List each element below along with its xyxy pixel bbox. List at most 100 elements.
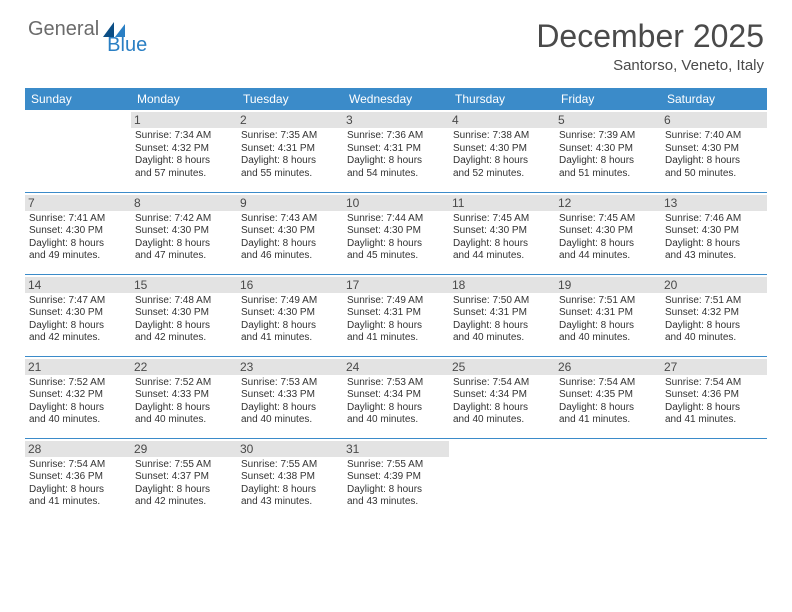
day-details: Sunrise: 7:38 AMSunset: 4:30 PMDaylight:… xyxy=(453,130,551,180)
day-number: 27 xyxy=(661,359,767,375)
day-details: Sunrise: 7:53 AMSunset: 4:33 PMDaylight:… xyxy=(241,377,339,427)
day-number: 15 xyxy=(131,277,237,293)
calendar-day-cell: 25Sunrise: 7:54 AMSunset: 4:34 PMDayligh… xyxy=(449,356,555,438)
brand-general: General xyxy=(28,18,99,41)
day-details: Sunrise: 7:49 AMSunset: 4:30 PMDaylight:… xyxy=(241,295,339,345)
day-details: Sunrise: 7:51 AMSunset: 4:32 PMDaylight:… xyxy=(665,295,763,345)
calendar-day-cell: 7 Sunrise: 7:41 AMSunset: 4:30 PMDaylight… xyxy=(25,192,131,274)
day-number: 1 xyxy=(131,112,237,128)
calendar-day-cell xyxy=(25,110,131,192)
day-number: 20 xyxy=(661,277,767,293)
day-number: 2 xyxy=(237,112,343,128)
day-number: 29 xyxy=(131,441,237,457)
calendar-week-row: 28 Sunrise: 7:54 AMSunset: 4:36 PMDayligh… xyxy=(25,438,767,520)
day-number: 30 xyxy=(237,441,343,457)
day-details: Sunrise: 7:52 AMSunset: 4:33 PMDaylight:… xyxy=(135,377,233,427)
calendar-day-cell: 28 Sunrise: 7:54 AMSunset: 4:36 PMDayligh… xyxy=(25,438,131,520)
calendar-day-cell: 31 Sunrise: 7:55 AMSunset: 4:39 PMDayligh… xyxy=(343,438,449,520)
day-details: Sunrise: 7:47 AMSunset: 4:30 PMDaylight:… xyxy=(29,295,127,345)
calendar-day-cell: 10 Sunrise: 7:44 AMSunset: 4:30 PMDayligh… xyxy=(343,192,449,274)
day-details: Sunrise: 7:42 AMSunset: 4:30 PMDaylight:… xyxy=(135,213,233,263)
weekday-header: Wednesday xyxy=(343,88,449,110)
day-number: 31 xyxy=(343,441,449,457)
day-number: 28 xyxy=(25,441,131,457)
day-number: 11 xyxy=(449,195,555,211)
calendar-day-cell: 17Sunrise: 7:49 AMSunset: 4:31 PMDayligh… xyxy=(343,274,449,356)
calendar-day-cell xyxy=(661,438,767,520)
calendar-day-cell: 23 Sunrise: 7:53 AMSunset: 4:33 PMDayligh… xyxy=(237,356,343,438)
day-number: 16 xyxy=(237,277,343,293)
day-number: 9 xyxy=(237,195,343,211)
day-details: Sunrise: 7:50 AMSunset: 4:31 PMDaylight:… xyxy=(453,295,551,345)
day-details: Sunrise: 7:44 AMSunset: 4:30 PMDaylight:… xyxy=(347,213,445,263)
day-number: 6 xyxy=(661,112,767,128)
day-number: 7 xyxy=(25,195,131,211)
day-number: 23 xyxy=(237,359,343,375)
title-block: December 2025 Santorso, Veneto, Italy xyxy=(536,18,764,74)
day-number: 3 xyxy=(343,112,449,128)
calendar-day-cell: 4 Sunrise: 7:38 AMSunset: 4:30 PMDaylight… xyxy=(449,110,555,192)
calendar-day-cell: 11Sunrise: 7:45 AMSunset: 4:30 PMDayligh… xyxy=(449,192,555,274)
calendar-day-cell: 1 Sunrise: 7:34 AMSunset: 4:32 PMDaylight… xyxy=(131,110,237,192)
day-details: Sunrise: 7:39 AMSunset: 4:30 PMDaylight:… xyxy=(559,130,657,180)
day-details: Sunrise: 7:34 AMSunset: 4:32 PMDaylight:… xyxy=(135,130,233,180)
day-details: Sunrise: 7:54 AMSunset: 4:36 PMDaylight:… xyxy=(665,377,763,427)
calendar-day-cell: 12 Sunrise: 7:45 AMSunset: 4:30 PMDayligh… xyxy=(555,192,661,274)
day-details: Sunrise: 7:54 AMSunset: 4:35 PMDaylight:… xyxy=(559,377,657,427)
calendar-table: SundayMondayTuesdayWednesdayThursdayFrid… xyxy=(25,88,767,520)
calendar-header-row: SundayMondayTuesdayWednesdayThursdayFrid… xyxy=(25,88,767,110)
day-number: 22 xyxy=(131,359,237,375)
day-number: 4 xyxy=(449,112,555,128)
day-details: Sunrise: 7:55 AMSunset: 4:37 PMDaylight:… xyxy=(135,459,233,509)
day-number: 14 xyxy=(25,277,131,293)
day-number: 13 xyxy=(661,195,767,211)
day-details: Sunrise: 7:43 AMSunset: 4:30 PMDaylight:… xyxy=(241,213,339,263)
calendar-day-cell: 22 Sunrise: 7:52 AMSunset: 4:33 PMDayligh… xyxy=(131,356,237,438)
calendar-day-cell: 9 Sunrise: 7:43 AMSunset: 4:30 PMDaylight… xyxy=(237,192,343,274)
calendar-day-cell: 5Sunrise: 7:39 AMSunset: 4:30 PMDaylight… xyxy=(555,110,661,192)
day-details: Sunrise: 7:45 AMSunset: 4:30 PMDaylight:… xyxy=(559,213,657,263)
brand-logo: General Blue xyxy=(28,18,147,41)
calendar-week-row: 7 Sunrise: 7:41 AMSunset: 4:30 PMDaylight… xyxy=(25,192,767,274)
calendar-day-cell: 18 Sunrise: 7:50 AMSunset: 4:31 PMDayligh… xyxy=(449,274,555,356)
day-details: Sunrise: 7:36 AMSunset: 4:31 PMDaylight:… xyxy=(347,130,445,180)
calendar-week-row: 21 Sunrise: 7:52 AMSunset: 4:32 PMDayligh… xyxy=(25,356,767,438)
calendar-day-cell: 30 Sunrise: 7:55 AMSunset: 4:38 PMDayligh… xyxy=(237,438,343,520)
weekday-header: Friday xyxy=(555,88,661,110)
day-number: 19 xyxy=(555,277,661,293)
location-subtitle: Santorso, Veneto, Italy xyxy=(536,57,764,74)
day-details: Sunrise: 7:40 AMSunset: 4:30 PMDaylight:… xyxy=(665,130,763,180)
calendar-day-cell: 26 Sunrise: 7:54 AMSunset: 4:35 PMDayligh… xyxy=(555,356,661,438)
weekday-header: Monday xyxy=(131,88,237,110)
calendar-day-cell: 19Sunrise: 7:51 AMSunset: 4:31 PMDayligh… xyxy=(555,274,661,356)
day-number: 21 xyxy=(25,359,131,375)
calendar-day-cell: 29 Sunrise: 7:55 AMSunset: 4:37 PMDayligh… xyxy=(131,438,237,520)
weekday-header: Thursday xyxy=(449,88,555,110)
day-number: 10 xyxy=(343,195,449,211)
calendar-day-cell: 3 Sunrise: 7:36 AMSunset: 4:31 PMDaylight… xyxy=(343,110,449,192)
day-details: Sunrise: 7:41 AMSunset: 4:30 PMDaylight:… xyxy=(29,213,127,263)
calendar-day-cell: 21 Sunrise: 7:52 AMSunset: 4:32 PMDayligh… xyxy=(25,356,131,438)
day-details: Sunrise: 7:52 AMSunset: 4:32 PMDaylight:… xyxy=(29,377,127,427)
day-number: 25 xyxy=(449,359,555,375)
page-title: December 2025 xyxy=(536,18,764,55)
day-details: Sunrise: 7:54 AMSunset: 4:36 PMDaylight:… xyxy=(29,459,127,509)
brand-blue: Blue xyxy=(107,34,147,57)
day-details: Sunrise: 7:53 AMSunset: 4:34 PMDaylight:… xyxy=(347,377,445,427)
day-number: 26 xyxy=(555,359,661,375)
day-details: Sunrise: 7:49 AMSunset: 4:31 PMDaylight:… xyxy=(347,295,445,345)
page-header: General Blue December 2025 Santorso, Ven… xyxy=(0,0,792,80)
day-details: Sunrise: 7:55 AMSunset: 4:38 PMDaylight:… xyxy=(241,459,339,509)
weekday-header: Sunday xyxy=(25,88,131,110)
weekday-header: Tuesday xyxy=(237,88,343,110)
day-details: Sunrise: 7:46 AMSunset: 4:30 PMDaylight:… xyxy=(665,213,763,263)
calendar-day-cell xyxy=(555,438,661,520)
day-number: 8 xyxy=(131,195,237,211)
day-number: 12 xyxy=(555,195,661,211)
day-number: 18 xyxy=(449,277,555,293)
calendar-day-cell: 6 Sunrise: 7:40 AMSunset: 4:30 PMDaylight… xyxy=(661,110,767,192)
day-details: Sunrise: 7:55 AMSunset: 4:39 PMDaylight:… xyxy=(347,459,445,509)
calendar-week-row: 1 Sunrise: 7:34 AMSunset: 4:32 PMDaylight… xyxy=(25,110,767,192)
day-details: Sunrise: 7:48 AMSunset: 4:30 PMDaylight:… xyxy=(135,295,233,345)
calendar-day-cell: 24Sunrise: 7:53 AMSunset: 4:34 PMDayligh… xyxy=(343,356,449,438)
